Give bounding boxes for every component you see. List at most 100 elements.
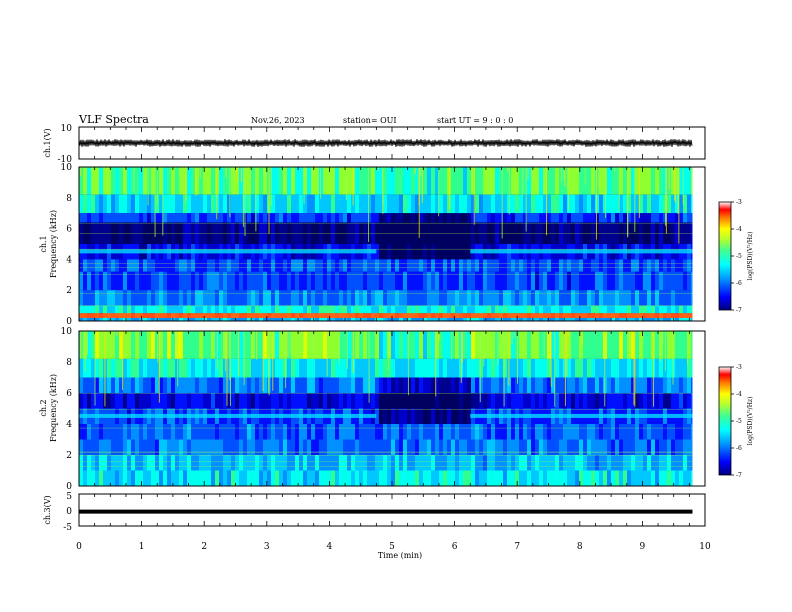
spectrogram-cell: [323, 331, 327, 359]
spectrogram-cell: [167, 439, 171, 455]
spectrogram-cell: [623, 305, 627, 314]
spectrogram-cell: [483, 213, 487, 223]
spectrogram-cell: [523, 290, 527, 306]
spectrogram-cell: [279, 213, 283, 223]
spectrogram-cell: [515, 305, 519, 314]
spectrogram-cell: [423, 271, 427, 291]
spectrogram-cell: [239, 317, 243, 321]
spectrogram-cell: [599, 213, 603, 223]
ch2-spectrogram-image: [79, 331, 705, 486]
spectrogram-cell: [347, 259, 351, 272]
spectrogram-cell: [607, 455, 611, 471]
spectrogram-cell: [183, 424, 187, 440]
spectrogram-cell: [459, 167, 463, 195]
spectrogram-cell: [159, 439, 163, 455]
spectrogram-cell: [159, 167, 163, 195]
spectrogram-cell: [311, 290, 315, 306]
spectrogram-cell: [515, 290, 519, 306]
spectrogram-cell: [475, 393, 479, 409]
spectrogram-cell: [539, 259, 543, 272]
spectrogram-cell: [683, 331, 687, 359]
spectrogram-cell: [311, 271, 315, 291]
spectrogram-cell: [263, 213, 267, 223]
spectrogram-cell: [655, 213, 659, 223]
spectrogram-cell: [387, 290, 391, 306]
spectrogram-cell: [203, 455, 207, 471]
spectrogram-cell: [543, 393, 547, 409]
spectrogram-cell: [547, 259, 551, 272]
spectrogram-cell: [455, 271, 459, 291]
spectrogram-cell: [247, 194, 251, 214]
spectrogram-cell: [483, 439, 487, 455]
spectrogram-cell: [459, 470, 463, 486]
spectrogram-cell: [223, 455, 227, 471]
spectrogram-cell: [179, 167, 183, 195]
spectrogram-cell: [515, 424, 519, 440]
spectrogram-cell: [131, 194, 135, 214]
spectrogram-cell: [659, 331, 663, 359]
spectrogram-cell: [539, 222, 543, 244]
spectrogram-cell: [143, 470, 147, 486]
spectrogram-cell: [611, 455, 615, 471]
spectrogram-cell: [283, 305, 287, 314]
spectrogram-cell: [435, 167, 439, 195]
spectrogram-cell: [251, 393, 255, 409]
spectrogram-cell: [319, 259, 323, 272]
spectrogram-cell: [287, 377, 291, 393]
spectrogram-cell: [87, 290, 91, 306]
spectrogram-cell: [587, 259, 591, 272]
spectrogram-cell: [311, 167, 315, 195]
spectrogram-cell: [291, 470, 295, 486]
spectrogram-cell: [159, 455, 163, 471]
spectrogram-cell: [283, 317, 287, 321]
spectrogram-cell: [455, 222, 459, 244]
spectrogram-cell: [335, 259, 339, 272]
spectrogram-cell: [123, 259, 127, 272]
spectrogram-cell: [479, 194, 483, 214]
spectrogram-cell: [455, 244, 459, 260]
spectrogram-cell: [415, 213, 419, 223]
spectrogram-cell: [435, 271, 439, 291]
spectrogram-cell: [295, 455, 299, 471]
spectrogram-cell: [683, 455, 687, 471]
spectrogram-cell: [671, 290, 675, 306]
spectrogram-cell: [391, 439, 395, 455]
ch1-spectrogram-ticks: [78, 167, 706, 321]
spectrogram-cell: [591, 393, 595, 409]
spectrogram-cell: [359, 167, 363, 195]
ch1-channel-label: ch.1: [39, 235, 48, 252]
spectrogram-cell: [203, 305, 207, 314]
spectrogram-cell: [387, 167, 391, 195]
spectrogram-cell: [575, 331, 579, 359]
spectrogram-cell: [155, 259, 159, 272]
spectrogram-cell: [619, 424, 623, 440]
spectrogram-cell: [607, 358, 611, 378]
spectrogram-cell: [455, 194, 459, 214]
spectrogram-cell: [111, 470, 115, 486]
spectrogram-cell: [419, 439, 423, 455]
spectrogram-cell: [511, 424, 515, 440]
spectrogram-cell: [563, 213, 567, 223]
spectrogram-cell: [611, 393, 615, 409]
spectrogram-cell: [551, 455, 555, 471]
spectrogram-cell: [635, 317, 639, 321]
spectrogram-cell: [223, 305, 227, 314]
spectrogram-cell: [503, 439, 507, 455]
spectrogram-cell: [431, 393, 435, 409]
spectrogram-cell: [351, 424, 355, 440]
spectrogram-cell: [303, 393, 307, 409]
spectrogram-cell: [175, 305, 179, 314]
spectrogram-cell: [507, 470, 511, 486]
spectrogram-cell: [119, 393, 123, 409]
spectrogram-cell: [443, 439, 447, 455]
spectrogram-cell: [339, 290, 343, 306]
spectrogram-cell: [299, 393, 303, 409]
spectrogram-cell: [599, 317, 603, 321]
spectrogram-cell: [447, 470, 451, 486]
spectrogram-cell: [287, 305, 291, 314]
spectrogram-cell: [523, 393, 527, 409]
spectrogram-cell: [455, 331, 459, 359]
spectrogram-cell: [127, 194, 131, 214]
spectrogram-cell: [395, 222, 399, 244]
spectrogram-cell: [475, 455, 479, 471]
